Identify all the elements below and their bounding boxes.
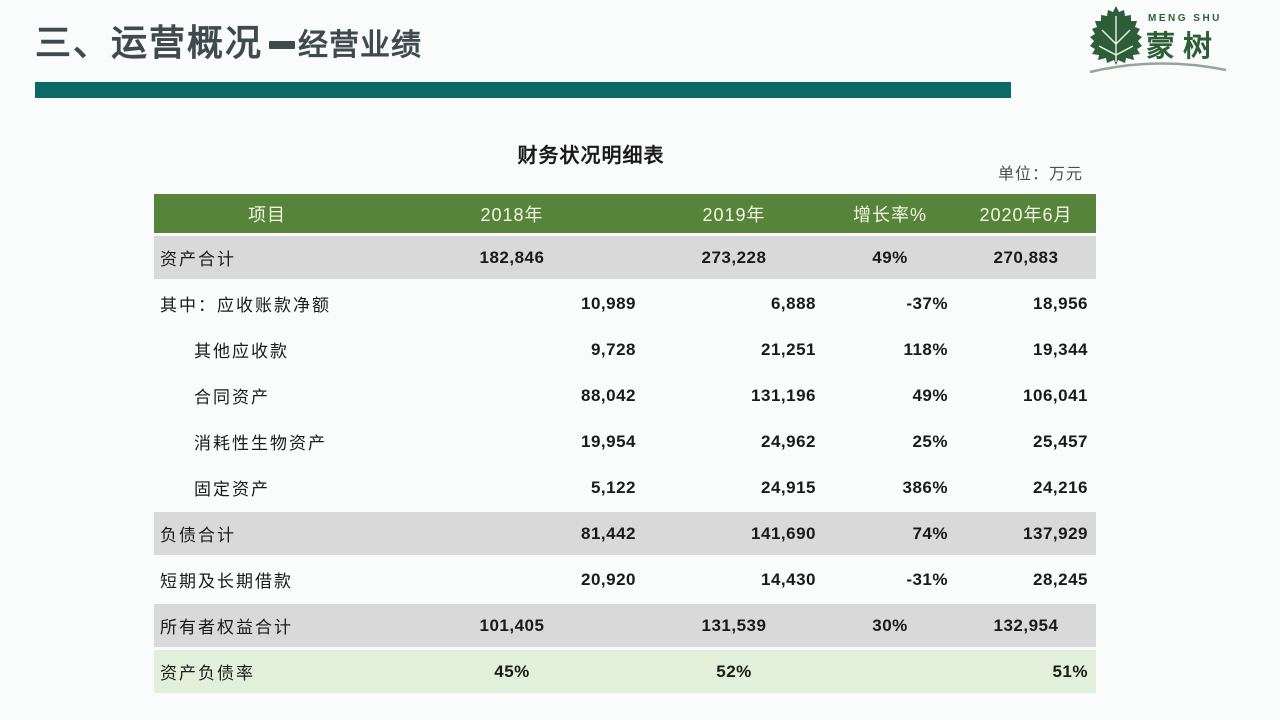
table-row: 负债合计 81,442 141,690 74% 137,929 — [154, 509, 1096, 555]
table-row: 资产合计 182,846 273,228 49% 270,883 — [154, 233, 1096, 279]
col-header-growth: 增长率% — [824, 194, 956, 233]
cell-value: 141,690 — [644, 509, 824, 555]
row-label: 其中：应收账款净额 — [154, 279, 380, 325]
row-label: 其他应收款 — [154, 325, 380, 371]
cell-value: 101,405 — [380, 601, 644, 647]
row-label: 负债合计 — [154, 509, 380, 555]
col-header-2019: 2019年 — [644, 194, 824, 233]
table-body: 资产合计 182,846 273,228 49% 270,883 其中：应收账款净额 10,… — [154, 233, 1096, 693]
cell-value: 131,196 — [644, 371, 824, 417]
cell-value: 88,042 — [380, 371, 644, 417]
table-row: 所有者权益合计 101,405 131,539 30% 132,954 — [154, 601, 1096, 647]
cell-value: 132,954 — [956, 601, 1096, 647]
company-logo: MENG SHU 蒙树 — [1088, 4, 1228, 80]
page-title-sub: 经营业绩 — [298, 29, 423, 62]
row-label: 固定资产 — [154, 463, 380, 509]
cell-value: 49% — [824, 371, 956, 417]
logo-text-en: MENG SHU — [1148, 13, 1222, 24]
cell-value: 81,442 — [380, 509, 644, 555]
cell-value: 25% — [824, 417, 956, 463]
cell-value: 106,041 — [956, 371, 1096, 417]
cell-value: 74% — [824, 509, 956, 555]
col-header-2018: 2018年 — [380, 194, 644, 233]
cell-value: 19,954 — [380, 417, 644, 463]
cell-value: 24,915 — [644, 463, 824, 509]
table-row: 合同资产 88,042 131,196 49% 106,041 — [154, 371, 1096, 417]
row-label: 合同资产 — [154, 371, 380, 417]
cell-value — [824, 647, 956, 693]
row-label: 消耗性生物资产 — [154, 417, 380, 463]
row-label: 短期及长期借款 — [154, 555, 380, 601]
cell-value: 45% — [380, 647, 644, 693]
cell-value: 28,245 — [956, 555, 1096, 601]
cell-value: 270,883 — [956, 233, 1096, 279]
financial-table: 项目 2018年 2019年 增长率% 2020年6月 资产合计 182,846 2… — [154, 194, 1096, 693]
cell-value: 137,929 — [956, 509, 1096, 555]
table-row: 其他应收款 9,728 21,251 118% 19,344 — [154, 325, 1096, 371]
table-row: 短期及长期借款 20,920 14,430 -31% 28,245 — [154, 555, 1096, 601]
logo-text-cn: 蒙树 — [1146, 30, 1220, 63]
cell-value: 273,228 — [644, 233, 824, 279]
cell-value: 20,920 — [380, 555, 644, 601]
cell-value: 9,728 — [380, 325, 644, 371]
col-header-2020: 2020年6月 — [956, 194, 1096, 233]
col-header-item: 项目 — [154, 194, 380, 233]
cell-value: 24,216 — [956, 463, 1096, 509]
table-row: 其中：应收账款净额 10,989 6,888 -37% 18,956 — [154, 279, 1096, 325]
horizon-arc — [1089, 62, 1227, 74]
table-row: 资产负债率 45% 52% 51% — [154, 647, 1096, 693]
cell-value: 52% — [644, 647, 824, 693]
table-row: 消耗性生物资产 19,954 24,962 25% 25,457 — [154, 417, 1096, 463]
page-title-main: 三、运营概况 — [35, 23, 264, 63]
page-title: 三、运营概况 经营业绩 — [35, 14, 422, 66]
title-dash-icon — [269, 40, 296, 49]
row-label: 资产合计 — [154, 233, 380, 279]
cell-value: 182,846 — [380, 233, 644, 279]
cell-value: 386% — [824, 463, 956, 509]
cell-value: 6,888 — [644, 279, 824, 325]
cell-value: 5,122 — [380, 463, 644, 509]
cell-value: 21,251 — [644, 325, 824, 371]
cell-value: 131,539 — [644, 601, 824, 647]
cell-value: 19,344 — [956, 325, 1096, 371]
cell-value: -37% — [824, 279, 956, 325]
tree-icon — [1090, 6, 1142, 65]
table-title: 财务状况明细表 — [517, 145, 665, 167]
logo-graphic: MENG SHU 蒙树 — [1089, 6, 1227, 74]
cell-value: 10,989 — [380, 279, 644, 325]
row-label: 资产负债率 — [154, 647, 380, 693]
cell-value: 14,430 — [644, 555, 824, 601]
cell-value: 24,962 — [644, 417, 824, 463]
cell-value: -31% — [824, 555, 956, 601]
cell-value: 118% — [824, 325, 956, 371]
table-row: 固定资产 5,122 24,915 386% 24,216 — [154, 463, 1096, 509]
cell-value: 18,956 — [956, 279, 1096, 325]
table-header-row: 项目 2018年 2019年 增长率% 2020年6月 — [154, 194, 1096, 233]
cell-value: 49% — [824, 233, 956, 279]
accent-bar — [35, 82, 1011, 98]
cell-value: 51% — [956, 647, 1096, 693]
cell-value: 25,457 — [956, 417, 1096, 463]
row-label: 所有者权益合计 — [154, 601, 380, 647]
unit-label: 单位：万元 — [997, 166, 1083, 183]
cell-value: 30% — [824, 601, 956, 647]
